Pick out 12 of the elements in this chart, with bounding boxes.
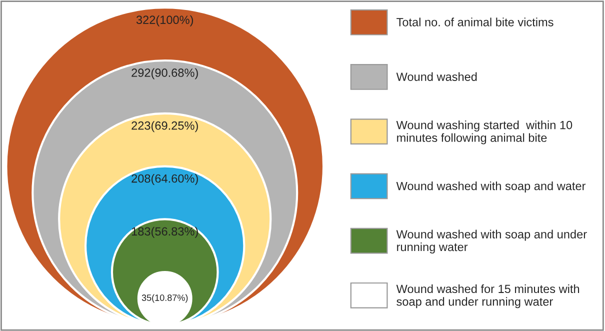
data-label: 35(10.87%) (142, 294, 188, 303)
data-label: 322(100%) (136, 15, 194, 26)
data-label: 292(90.68%) (132, 68, 198, 80)
data-label: 223(69.25%) (132, 121, 198, 132)
data-label: 183(56.83%) (132, 226, 198, 238)
category-label: Wound washed with soap and under running water (396, 230, 587, 254)
category-label: Wound washing started within 10 minutes following animal bite (396, 120, 572, 144)
data-label: 208(64.60%) (132, 174, 198, 186)
category-label: Total no. of animal bite victims (396, 18, 554, 26)
category-label: Wound washed with soap and water (396, 182, 586, 193)
category-label: Wound washed (396, 72, 477, 81)
category-label: Wound washed for 15 minutes with soap and under running water (396, 284, 580, 308)
